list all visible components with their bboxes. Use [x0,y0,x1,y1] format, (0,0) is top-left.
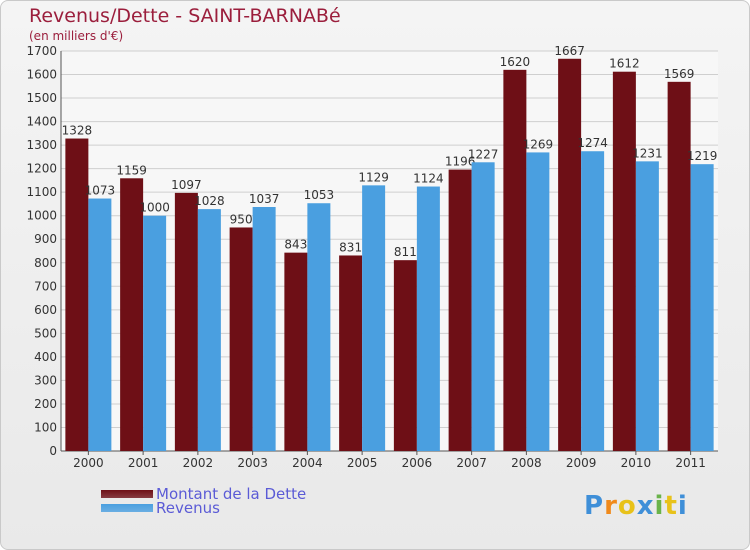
bar-dette [503,69,527,451]
logo-letter: i [677,491,688,521]
y-tick-label: 300 [34,373,57,387]
bar-chart: 0 100 200 300 400 500 600 700 800 900 1000 1100 1200… [26,44,718,470]
y-tick-label: 1600 [26,68,57,82]
bar-dette [612,71,636,452]
data-label: 1196 [445,155,476,169]
bar-revenus [252,207,276,451]
data-label: 1028 [194,194,225,208]
bar-revenus [690,164,714,452]
data-label: 1219 [687,149,718,163]
x-tick-label: 2009 [566,456,597,470]
bar-dette [339,255,363,451]
bar-revenus [197,209,221,451]
bar-dette [448,169,472,451]
x-tick-label: 2006 [402,456,433,470]
data-label: 1037 [249,192,280,206]
bar-revenus [416,186,440,451]
bar-dette [558,58,582,451]
bar-dette [120,178,144,451]
logo-letter: t [664,491,678,521]
data-label: 1231 [632,146,663,160]
bar-dette [667,81,691,451]
y-tick-label: 1400 [26,115,57,129]
bar-revenus [88,198,112,451]
x-tick-label: 2011 [675,456,706,470]
data-label: 1620 [500,55,531,69]
data-label: 1073 [85,184,116,198]
y-tick-label: 600 [34,303,57,317]
data-label: 1159 [116,163,147,177]
data-label: 1274 [577,136,608,150]
x-tick-label: 2001 [128,456,159,470]
plot-area [61,51,718,451]
data-label: 831 [339,240,362,254]
x-tick-label: 2007 [456,456,487,470]
legend-swatch-revenus [101,504,153,512]
data-label: 1124 [413,172,444,186]
bar-revenus [307,203,331,451]
bar-revenus [581,151,605,451]
data-label: 1612 [609,57,640,71]
data-label: 1269 [523,137,554,151]
data-label: 843 [284,238,307,252]
data-label: 950 [230,212,253,226]
bar-dette [229,227,253,451]
x-tick-label: 2004 [292,456,323,470]
chart-title: Revenus/Dette - SAINT-BARNABé [29,5,341,27]
bar-revenus [526,152,550,452]
x-tick-label: 2000 [73,456,104,470]
bar-revenus [635,161,659,451]
y-tick-label: 1000 [26,209,57,223]
y-tick-label: 1500 [26,91,57,105]
y-tick-label: 400 [34,350,57,364]
proxiti-logo: Proxiti [584,491,688,521]
data-label: 1000 [139,201,170,215]
data-label: 811 [394,245,417,259]
y-tick-label: 0 [49,444,57,458]
logo-letter: x [636,491,655,521]
x-tick-label: 2003 [237,456,268,470]
y-tick-label: 900 [34,232,57,246]
y-tick-label: 500 [34,326,57,340]
bar-dette [284,252,308,451]
data-label: 1053 [304,188,335,202]
data-label: 1097 [171,178,202,192]
y-tick-label: 1700 [26,44,57,58]
bar-dette [393,260,417,451]
y-tick-label: 1200 [26,162,57,176]
legend-label-dette: Montant de la Dette [156,485,307,503]
logo-letter: r [604,491,618,521]
x-tick-label: 2010 [621,456,652,470]
y-tick-label: 200 [34,397,57,411]
x-tick-label: 2002 [183,456,214,470]
legend-swatch-dette [101,490,153,498]
legend-label-revenus: Revenus [156,499,220,517]
y-tick-label: 800 [34,256,57,270]
legend: Montant de la Dette Revenus [101,485,307,517]
data-label: 1667 [554,44,585,58]
logo-letter: P [584,491,605,521]
chart-subtitle: (en milliers d'€) [29,29,124,43]
data-label: 1129 [358,170,389,184]
bar-dette [174,192,198,451]
y-tick-label: 700 [34,279,57,293]
data-label: 1569 [664,67,695,81]
x-tick-label: 2008 [511,456,542,470]
data-label: 1328 [62,124,93,138]
bar-dette [65,138,89,451]
data-label: 1227 [468,147,499,161]
legend-item-revenus: Revenus [101,499,306,517]
logo-letter: i [654,491,665,521]
x-tick-label: 2005 [347,456,378,470]
bar-revenus [362,185,386,451]
y-tick-label: 1300 [26,138,57,152]
legend-item-dette: Montant de la Dette [101,485,307,503]
y-tick-label: 100 [34,420,57,434]
y-tick-label: 1100 [26,185,57,199]
bar-revenus [143,215,167,451]
bar-revenus [471,162,495,451]
logo-letter: o [617,491,637,521]
